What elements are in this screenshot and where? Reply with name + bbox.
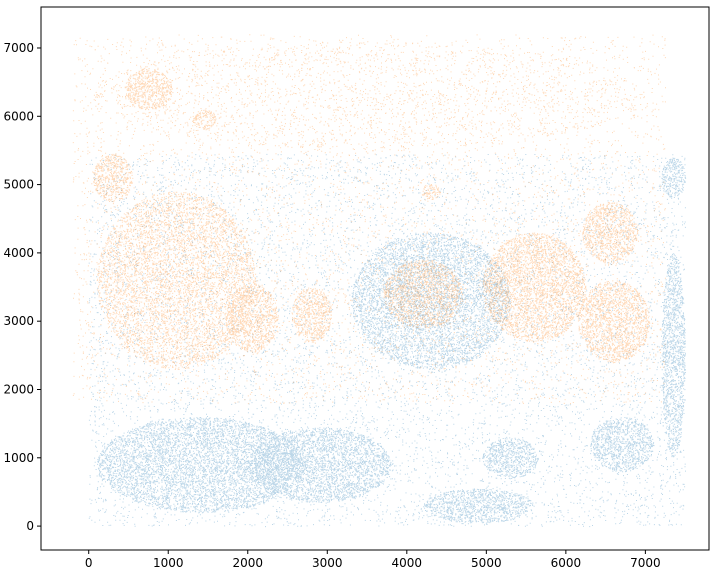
plot-points bbox=[72, 34, 687, 528]
x-axis: 0 1000 2000 3000 4000 5000 6000 7000 bbox=[85, 550, 661, 570]
x-tick-label: 6000 bbox=[551, 556, 582, 570]
series-1-points bbox=[72, 34, 667, 405]
x-tick-label: 4000 bbox=[392, 556, 423, 570]
x-tick-label: 0 bbox=[85, 556, 93, 570]
x-tick-label: 2000 bbox=[232, 556, 263, 570]
y-tick-label: 0 bbox=[26, 519, 34, 533]
x-tick-label: 1000 bbox=[153, 556, 184, 570]
y-tick-label: 1000 bbox=[3, 451, 34, 465]
plot-frame bbox=[40, 6, 710, 551]
y-tick-label: 3000 bbox=[3, 314, 34, 328]
y-axis: 0 1000 2000 3000 4000 5000 6000 7000 bbox=[3, 41, 41, 533]
x-tick-label: 7000 bbox=[630, 556, 661, 570]
y-tick-label: 2000 bbox=[3, 382, 34, 396]
y-tick-label: 6000 bbox=[3, 109, 34, 123]
y-tick-label: 4000 bbox=[3, 246, 34, 260]
series-0-scatter-marks bbox=[88, 153, 687, 528]
x-tick-label: 3000 bbox=[312, 556, 343, 570]
series-1-scatter-marks bbox=[72, 34, 667, 405]
y-tick-label: 7000 bbox=[3, 41, 34, 55]
y-tick-label: 5000 bbox=[3, 178, 34, 192]
x-tick-label: 5000 bbox=[471, 556, 502, 570]
series-0-points bbox=[88, 153, 687, 528]
